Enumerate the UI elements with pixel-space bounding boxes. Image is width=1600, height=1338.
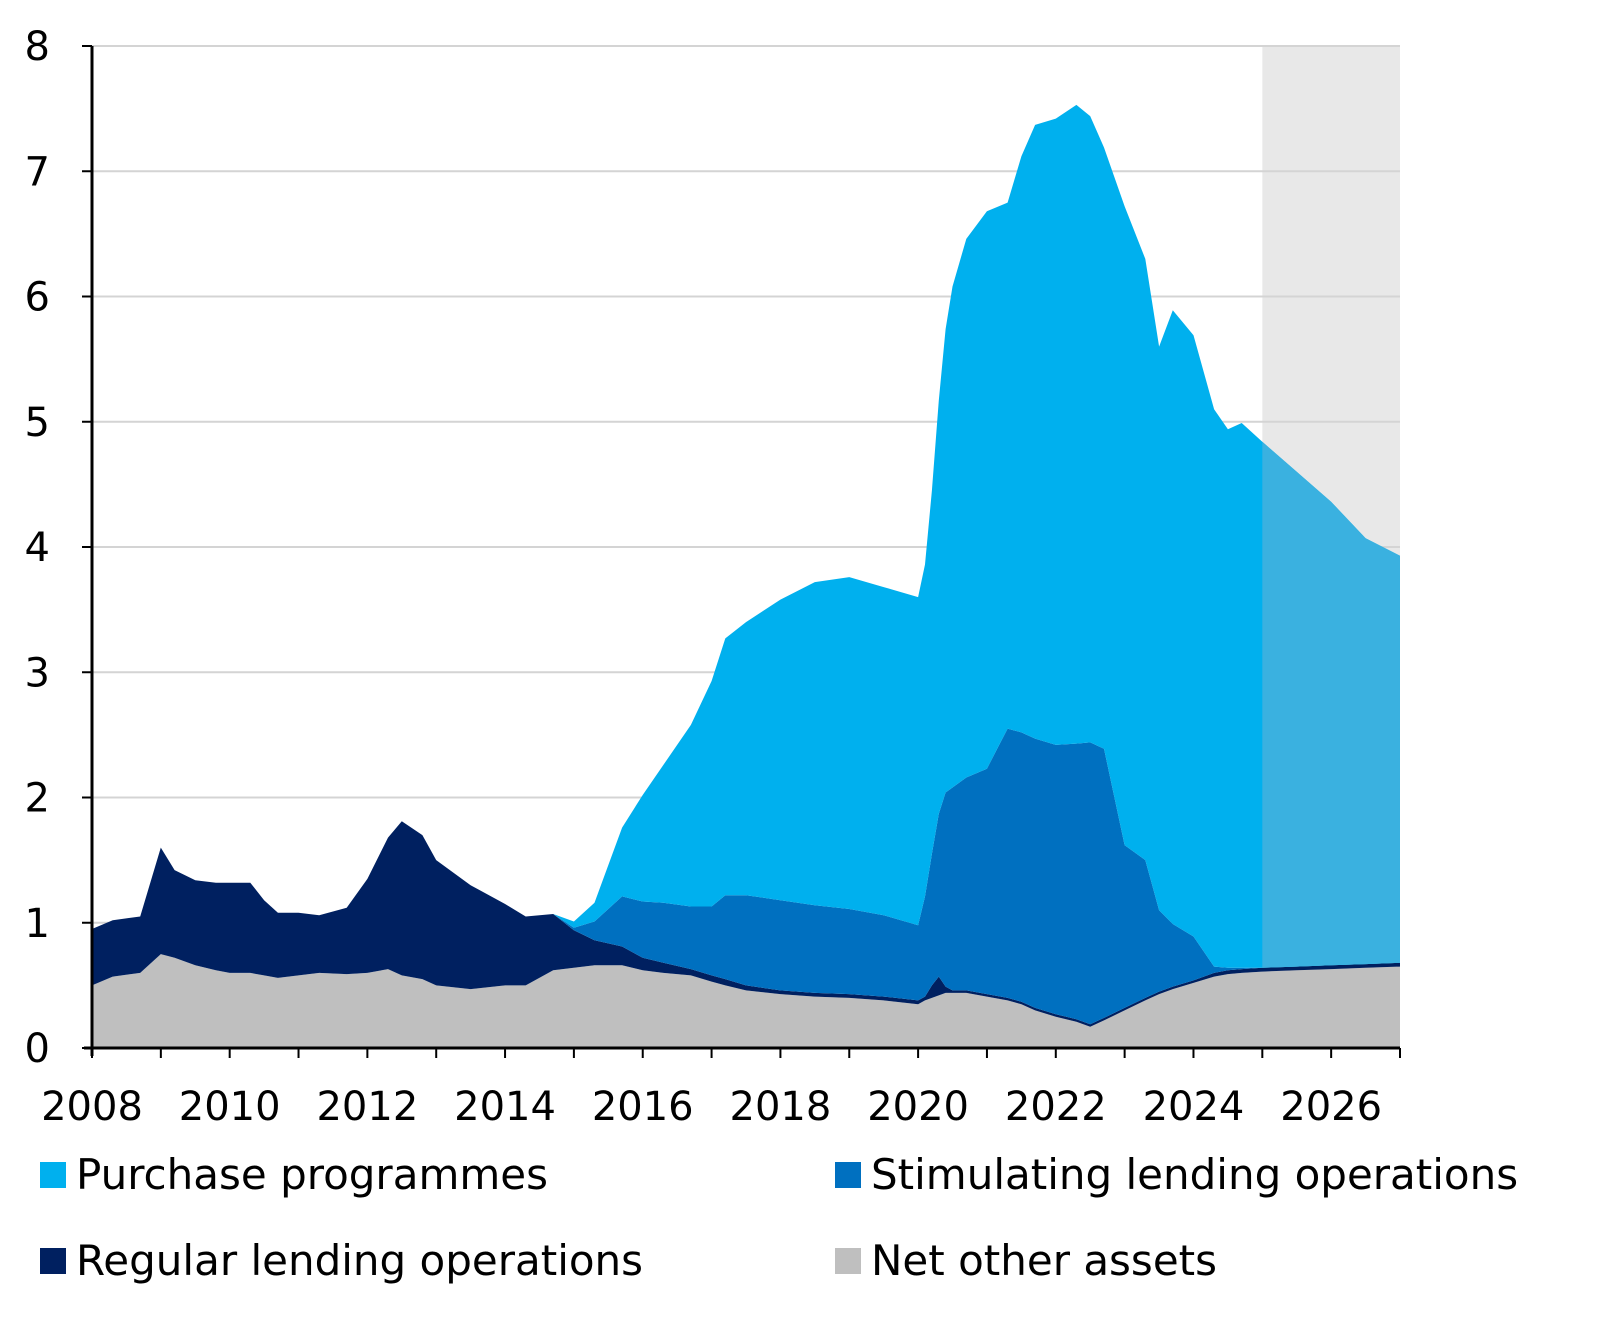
x-tick-label: 2008 [41,1084,143,1130]
x-tick-label: 2024 [1143,1084,1245,1130]
x-tick-label: 2022 [1005,1084,1107,1130]
axis-layer [82,45,1401,1058]
legend-label: Regular lending operations [76,1236,644,1285]
y-tick-label: 6 [25,275,50,321]
y-tick-label: 5 [25,400,50,446]
x-tick-label: 2014 [454,1084,556,1130]
legend-item-regular-lending: Regular lending operations [40,1236,643,1285]
y-tick-label: 7 [25,149,50,195]
y-tick-label: 8 [25,24,50,70]
area-stimulating-lending [92,728,1400,1025]
area-layer [92,104,1400,1048]
legend-swatch-purchase [40,1161,66,1188]
x-tick-label: 2018 [730,1084,832,1130]
y-tick-label: 2 [25,776,50,822]
y-tick-label: 0 [25,1026,50,1072]
y-tick-label: 1 [25,901,50,947]
legend-swatch-stimulating [835,1161,861,1188]
y-tick-labels: 0 1 2 3 4 5 6 7 8 [25,24,50,1072]
y-tick-label: 4 [25,525,50,571]
area-regular-lending [92,821,1400,1027]
legend-swatch-net-other [835,1247,861,1274]
legend-swatch-regular [40,1247,66,1274]
x-tick-labels: 2008 2010 2012 2014 2016 2018 2020 2022 2024 2026 [41,1084,1382,1130]
x-tick-label: 2020 [867,1084,969,1130]
area-purchase-programmes-projection [1262,441,1400,968]
area-net-other-assets [92,954,1400,1048]
legend-label: Net other assets [871,1236,1218,1285]
legend-item-net-other-assets: Net other assets [835,1236,1217,1285]
x-tick-label: 2012 [316,1084,418,1130]
legend-item-stimulating-lending: Stimulating lending operations [835,1150,1518,1199]
x-tick-label: 2010 [179,1084,281,1130]
legend-label: Purchase programmes [76,1150,548,1199]
legend: Purchase programmes Stimulating lending … [40,1150,1580,1330]
x-tick-label: 2016 [592,1084,694,1130]
legend-item-purchase-programmes: Purchase programmes [40,1150,548,1199]
area-purchase-programmes [92,104,1400,968]
y-tick-label: 3 [25,650,50,696]
legend-label: Stimulating lending operations [871,1150,1519,1199]
x-tick-label: 2026 [1280,1084,1382,1130]
